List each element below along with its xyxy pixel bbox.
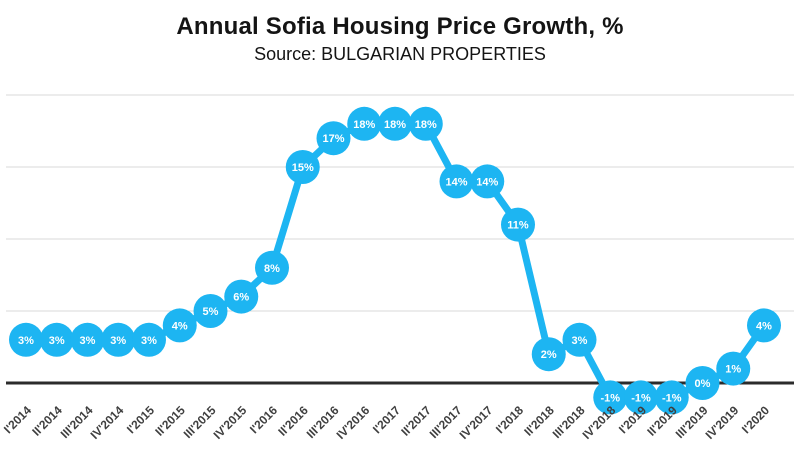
chart-header: Annual Sofia Housing Price Growth, % Sou…	[0, 0, 800, 71]
trend-line	[22, 120, 768, 401]
data-point-marker	[378, 106, 412, 141]
data-point-label: 8%	[264, 263, 280, 275]
data-point-marker	[39, 322, 74, 357]
data-point-marker	[685, 366, 720, 400]
data-point-label: 3%	[49, 335, 65, 347]
data-point-marker	[408, 106, 443, 141]
data-point-marker	[501, 207, 535, 242]
data-point-marker	[162, 308, 197, 343]
data-point-label: -1%	[631, 392, 651, 404]
data-point-label: 6%	[233, 292, 249, 304]
data-point-label: 18%	[353, 119, 375, 131]
x-axis-label: IV'2019	[703, 403, 742, 442]
data-point-marker	[531, 337, 566, 372]
data-point-label: 17%	[322, 133, 344, 145]
data-point-label: 3%	[141, 335, 157, 347]
data-point-marker	[439, 164, 474, 199]
data-point-label: 14%	[476, 176, 498, 188]
data-point-label: 3%	[110, 335, 126, 347]
x-axis-label: I'2014	[1, 403, 34, 436]
data-point-label: 4%	[172, 320, 188, 332]
chart-title: Annual Sofia Housing Price Growth, %	[176, 13, 624, 40]
data-point-marker	[9, 322, 43, 357]
data-point-marker	[562, 322, 597, 357]
data-point-marker	[224, 279, 259, 314]
data-point-marker	[132, 322, 166, 357]
data-point-label: 0%	[695, 378, 711, 390]
data-point-label: 4%	[756, 320, 772, 332]
data-point-marker	[470, 164, 505, 199]
data-point-label: -1%	[662, 392, 682, 404]
chart-subtitle: Source: BULGARIAN PROPERTIES	[254, 44, 546, 64]
line-chart: 3% 3% 3% 3% 3% 4% 5% 6% 8% 15% 17% 18% 18% 18% 14% 14% 1…	[1, 94, 794, 442]
data-point-label: 11%	[507, 220, 529, 232]
data-point-marker	[747, 308, 781, 343]
data-point-marker	[193, 294, 228, 328]
data-point-marker	[624, 380, 658, 415]
data-point-marker	[316, 121, 351, 156]
data-point-label: 3%	[18, 335, 34, 347]
x-axis-label: I'2016	[247, 403, 280, 436]
data-point-marker	[593, 380, 628, 415]
x-axis-label: I'2015	[124, 403, 157, 436]
data-point-label: 3%	[80, 335, 96, 347]
data-point-marker	[654, 380, 689, 415]
data-point-label: 2%	[541, 349, 557, 361]
data-point-label: 5%	[203, 306, 219, 318]
data-point-label: 1%	[725, 364, 741, 376]
data-point-marker	[285, 150, 320, 184]
data-point-label: 14%	[445, 176, 467, 188]
data-point-label: 15%	[292, 162, 314, 174]
data-point-marker	[101, 322, 136, 357]
x-axis-label: IV'2014	[88, 403, 127, 442]
x-axis-label: IV'2016	[334, 403, 373, 442]
data-point-marker	[255, 250, 289, 285]
x-axis-label: I'2020	[739, 403, 772, 436]
data-point-marker	[70, 322, 105, 357]
data-point-label: 3%	[572, 335, 588, 347]
data-point-marker	[716, 351, 751, 386]
x-axis-label: IV'2017	[457, 403, 496, 442]
x-axis-label: I'2017	[370, 403, 403, 436]
data-point-label: 18%	[384, 119, 406, 131]
data-point-label: -1%	[600, 392, 620, 404]
x-axis-label: I'2018	[493, 403, 526, 436]
x-axis-label: IV'2015	[211, 403, 250, 442]
data-point-label: 18%	[415, 119, 437, 131]
data-point-marker	[347, 106, 382, 141]
